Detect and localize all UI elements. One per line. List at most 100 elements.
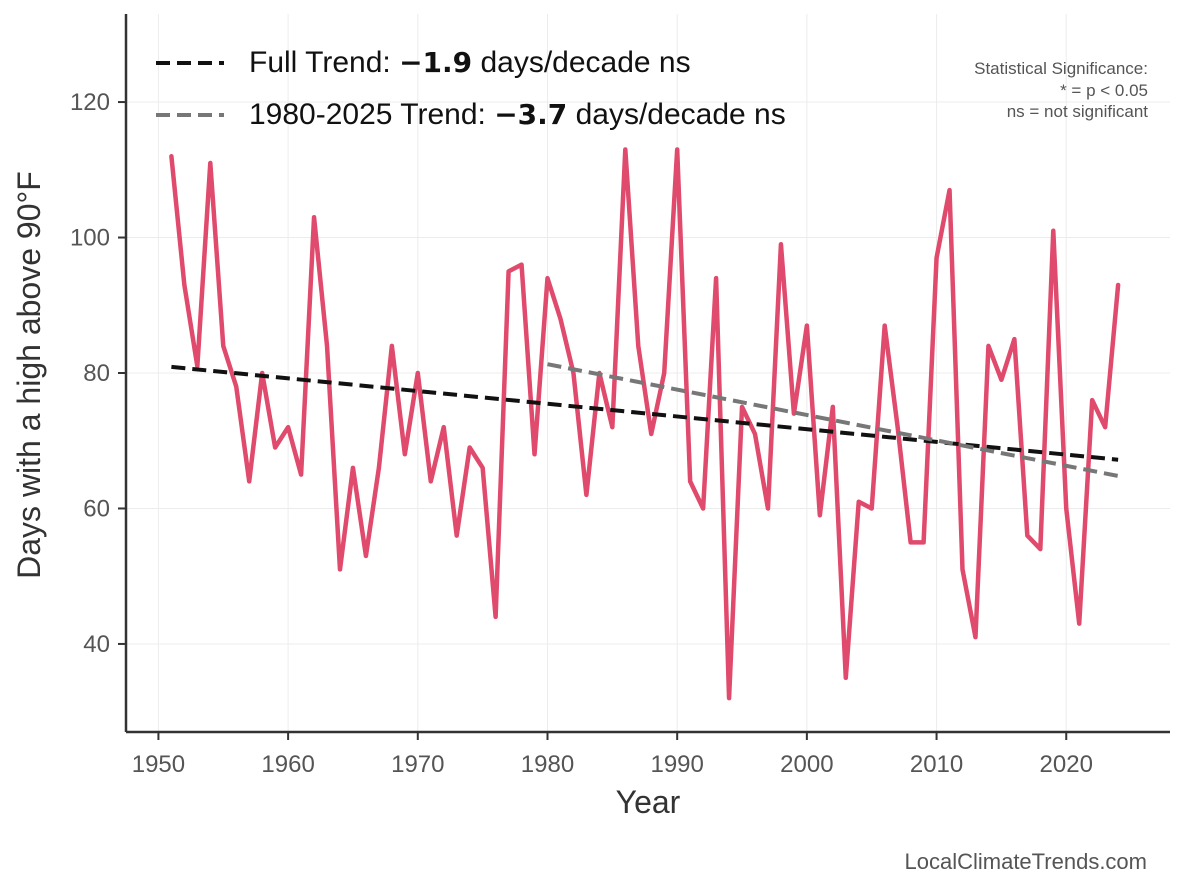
data-point (1038, 547, 1042, 551)
data-point (338, 567, 342, 571)
data-point (558, 317, 562, 321)
data-point (973, 635, 977, 639)
y-tick-label: 120 (70, 89, 110, 116)
legend: Full Trend: −1.9 days/decade ns 1980-202… (156, 46, 786, 131)
data-point (247, 479, 251, 483)
data-point (909, 540, 913, 544)
significance-title: Statistical Significance: (974, 59, 1148, 78)
data-point (883, 324, 887, 328)
y-tick-label: 40 (83, 631, 110, 658)
data-point (1077, 622, 1081, 626)
data-point (649, 432, 653, 436)
data-point (416, 371, 420, 375)
data-point (364, 554, 368, 558)
data-point (753, 432, 757, 436)
data-point (182, 283, 186, 287)
data-point (286, 425, 290, 429)
data-point (520, 263, 524, 267)
data-point (610, 425, 614, 429)
data-point (403, 452, 407, 456)
data-point (312, 215, 316, 219)
data-point (1051, 229, 1055, 233)
data-point (494, 615, 498, 619)
data-point (636, 344, 640, 348)
legend-label-recent-trend: 1980-2025 Trend: −3.7 days/decade ns (249, 98, 786, 131)
data-point (999, 378, 1003, 382)
series-points (169, 147, 1120, 700)
significance-line-2: ns = not significant (1007, 102, 1149, 121)
data-point (299, 473, 303, 477)
data-point (1103, 425, 1107, 429)
data-point (390, 344, 394, 348)
data-point (468, 446, 472, 450)
data-point (1090, 398, 1094, 402)
data-point (208, 161, 212, 165)
data-point (1025, 534, 1029, 538)
data-point (1012, 337, 1016, 341)
data-point (831, 405, 835, 409)
y-ticks: 40 60 80 100 120 (70, 89, 126, 658)
source-credit: LocalClimateTrends.com (905, 849, 1148, 874)
y-gridlines (126, 101, 1170, 645)
data-point (507, 269, 511, 273)
x-tick-label: 2020 (1040, 751, 1093, 778)
x-tick-label: 1950 (132, 751, 185, 778)
data-point (986, 344, 990, 348)
y-tick-label: 80 (83, 360, 110, 387)
data-point (896, 425, 900, 429)
data-point (844, 676, 848, 680)
data-point (169, 154, 173, 158)
data-point (571, 371, 575, 375)
x-ticks: 1950 1960 1970 1980 1990 2000 2010 2020 (132, 732, 1093, 778)
data-point (662, 371, 666, 375)
x-tick-label: 2010 (910, 751, 963, 778)
trend-line-recent (547, 362, 1119, 478)
trend-line-full (171, 364, 1119, 462)
x-tick-label: 1990 (650, 751, 703, 778)
data-point (533, 452, 537, 456)
data-point (948, 188, 952, 192)
series-line (169, 147, 1121, 701)
data-point (442, 425, 446, 429)
data-point (805, 324, 809, 328)
x-tick-label: 1960 (261, 751, 314, 778)
data-point (740, 405, 744, 409)
data-point (584, 493, 588, 497)
data-point (870, 506, 874, 510)
x-axis-title: Year (616, 784, 681, 820)
y-tick-label: 60 (83, 495, 110, 522)
y-tick-label: 100 (70, 225, 110, 252)
data-point (351, 466, 355, 470)
data-point (234, 385, 238, 389)
data-point (273, 446, 277, 450)
significance-note: Statistical Significance: * = p < 0.05 n… (974, 59, 1148, 121)
y-axis-title: Days with a high above 90°F (11, 171, 47, 579)
data-point (857, 500, 861, 504)
data-point (701, 506, 705, 510)
data-point (688, 479, 692, 483)
data-point (195, 364, 199, 368)
data-point (429, 479, 433, 483)
data-point (727, 696, 731, 700)
x-tick-label: 1980 (521, 751, 574, 778)
data-point (455, 534, 459, 538)
data-point (623, 147, 627, 151)
data-point (935, 256, 939, 260)
data-point (481, 466, 485, 470)
significance-line-1: * = p < 0.05 (1060, 81, 1148, 100)
data-point (922, 540, 926, 544)
data-point (960, 567, 964, 571)
data-point (545, 276, 549, 280)
data-point (1064, 506, 1068, 510)
data-point (1116, 283, 1120, 287)
data-point (221, 344, 225, 348)
data-point (818, 513, 822, 517)
x-tick-label: 1970 (391, 751, 444, 778)
data-point (675, 147, 679, 151)
legend-label-full-trend: Full Trend: −1.9 days/decade ns (249, 46, 691, 79)
data-point (377, 466, 381, 470)
data-point (779, 242, 783, 246)
data-point (325, 344, 329, 348)
data-point (714, 276, 718, 280)
